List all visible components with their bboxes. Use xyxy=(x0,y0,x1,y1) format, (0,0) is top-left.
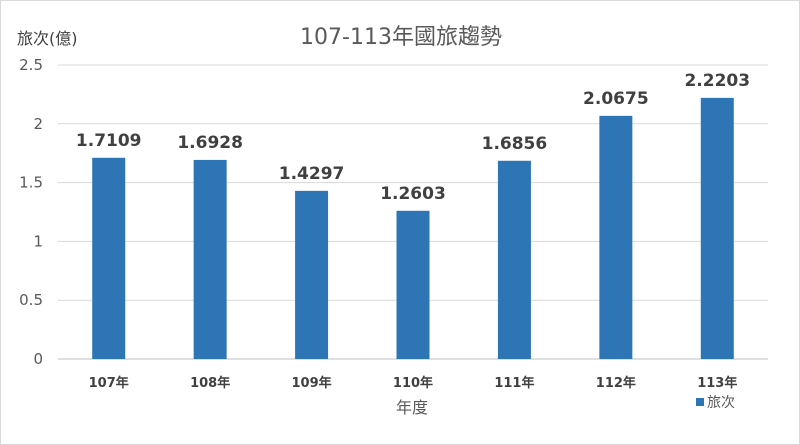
x-axis-ticks: 107年 108年 109年 110年 111年 112年 113年 xyxy=(89,375,738,391)
x-tick-label: 111年 xyxy=(494,375,534,391)
bar xyxy=(396,210,430,359)
data-label: 1.6856 xyxy=(482,134,548,154)
data-label: 1.7109 xyxy=(76,131,142,151)
y-tick-label: 1 xyxy=(33,232,43,250)
x-tick-label: 109年 xyxy=(292,375,332,391)
data-label: 1.6928 xyxy=(177,133,243,153)
legend-swatch xyxy=(696,398,704,406)
y-tick-label: 0.5 xyxy=(19,291,43,309)
y-axis-label: 旅次(億) xyxy=(17,29,78,48)
x-tick-label: 113年 xyxy=(697,375,737,391)
data-label: 1.2603 xyxy=(380,184,446,204)
bar xyxy=(295,190,329,359)
x-axis-label: 年度 xyxy=(396,398,428,417)
x-tick-label: 110年 xyxy=(393,375,433,391)
data-label: 2.2203 xyxy=(684,71,750,91)
y-tick-label: 1.5 xyxy=(19,174,43,192)
y-tick-label: 0 xyxy=(33,350,43,368)
y-tick-label: 2 xyxy=(33,115,43,133)
bar xyxy=(599,115,633,359)
chart-title: 107-113年國旅趨勢 xyxy=(300,25,502,50)
bars xyxy=(92,97,734,359)
data-label: 2.0675 xyxy=(583,89,649,109)
data-label: 1.4297 xyxy=(279,164,345,184)
legend: 旅次 xyxy=(696,395,735,411)
legend-label: 旅次 xyxy=(707,395,735,411)
bar xyxy=(497,160,531,359)
data-labels: 1.7109 1.6928 1.4297 1.2603 1.6856 2.0675 2.22… xyxy=(76,71,750,204)
y-tick-label: 2.5 xyxy=(19,56,43,74)
bar xyxy=(92,157,126,359)
y-axis-ticks: 0 0.5 1 1.5 2 2.5 xyxy=(19,56,43,368)
x-tick-label: 112年 xyxy=(596,375,636,391)
x-tick-label: 107年 xyxy=(89,375,129,391)
bar xyxy=(700,97,734,359)
x-tick-label: 108年 xyxy=(190,375,230,391)
bar xyxy=(193,159,227,359)
